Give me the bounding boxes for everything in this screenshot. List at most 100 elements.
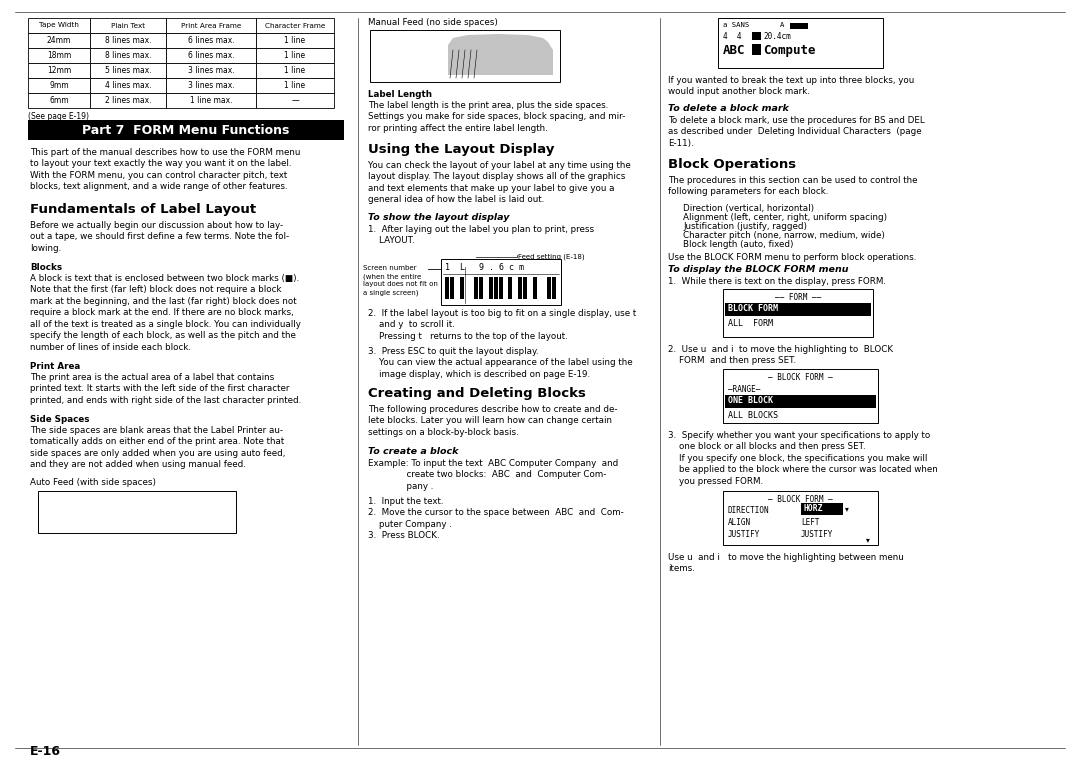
Bar	[723, 491, 878, 545]
Text: The following procedures describe how to create and de-
lete blocks. Later you w: The following procedures describe how to…	[368, 405, 618, 437]
Bar	[166, 48, 256, 63]
Text: 1 line: 1 line	[284, 66, 306, 75]
Text: 6mm: 6mm	[50, 96, 69, 105]
Bar	[494, 277, 498, 299]
Bar	[499, 277, 502, 299]
Text: To delete a block mark, use the procedures for BS and DEL
as described under  De: To delete a block mark, use the procedur…	[669, 116, 924, 148]
Bar	[90, 78, 166, 93]
Text: 9mm: 9mm	[50, 81, 69, 90]
Bar	[480, 277, 483, 299]
Text: 12mm: 12mm	[46, 66, 71, 75]
Text: JUSTIFY: JUSTIFY	[801, 530, 834, 539]
Text: Side Spaces: Side Spaces	[30, 415, 90, 424]
Bar	[256, 48, 334, 63]
Bar	[256, 18, 334, 33]
Text: 1 line: 1 line	[284, 81, 306, 90]
Text: You can check the layout of your label at any time using the
layout display. The: You can check the layout of your label a…	[368, 161, 631, 204]
Text: 4  4: 4 4	[723, 32, 742, 41]
Text: HORZ: HORZ	[804, 504, 823, 513]
Text: —: —	[292, 96, 299, 105]
Bar	[441, 259, 561, 305]
Text: Print Area Frame: Print Area Frame	[180, 23, 241, 28]
Text: 24mm: 24mm	[46, 36, 71, 45]
Text: Creating and Deleting Blocks: Creating and Deleting Blocks	[368, 387, 585, 400]
Text: Use u  and i   to move the highlighting between menu
items.: Use u and i to move the highlighting bet…	[669, 553, 904, 574]
Bar	[752, 32, 761, 40]
Text: ALIGN: ALIGN	[728, 518, 751, 527]
Text: The side spaces are blank areas that the Label Printer au-
tomatically adds on e: The side spaces are blank areas that the…	[30, 426, 285, 470]
Text: Screen number: Screen number	[363, 265, 417, 271]
Bar	[256, 63, 334, 78]
Text: Compute: Compute	[762, 44, 815, 57]
Text: This part of the manual describes how to use the FORM menu
to layout your text e: This part of the manual describes how to…	[30, 148, 300, 192]
Text: 1.  Input the text.
2.  Move the cursor to the space between  ABC  and  Com-
   : 1. Input the text. 2. Move the cursor to…	[368, 497, 624, 540]
Text: (See page E-19): (See page E-19)	[28, 112, 89, 121]
Text: Character pitch (none, narrow, medium, wide): Character pitch (none, narrow, medium, w…	[683, 231, 885, 240]
Bar	[256, 93, 334, 108]
Text: Justification (justify, ragged): Justification (justify, ragged)	[683, 222, 807, 231]
Text: Character Frame: Character Frame	[265, 23, 325, 28]
Text: 1.  While there is text on the display, press FORM.: 1. While there is text on the display, p…	[669, 277, 886, 286]
Text: — BLOCK FORM —: — BLOCK FORM —	[768, 373, 833, 382]
Bar	[90, 33, 166, 48]
Text: Fundamentals of Label Layout: Fundamentals of Label Layout	[30, 203, 256, 216]
Text: ALL  FORM: ALL FORM	[728, 319, 773, 328]
Text: Use the BLOCK FORM menu to perform block operations.: Use the BLOCK FORM menu to perform block…	[669, 253, 916, 262]
Text: Feed setting (E-18): Feed setting (E-18)	[518, 253, 584, 259]
Bar	[518, 277, 523, 299]
Bar	[450, 277, 454, 299]
Text: To display the BLOCK FORM menu: To display the BLOCK FORM menu	[669, 265, 849, 274]
Bar	[552, 277, 556, 299]
Bar	[548, 277, 552, 299]
Text: 8 lines max.: 8 lines max.	[105, 36, 151, 45]
Text: 8 lines max.: 8 lines max.	[105, 51, 151, 60]
Text: — BLOCK FORM —: — BLOCK FORM —	[768, 495, 833, 504]
Bar	[28, 93, 90, 108]
Bar	[166, 93, 256, 108]
Bar	[474, 277, 478, 299]
Text: To create a block: To create a block	[368, 447, 459, 456]
Text: Tape Width: Tape Width	[39, 23, 79, 28]
Text: —— FORM ——: —— FORM ——	[774, 293, 821, 302]
Text: 1 line: 1 line	[284, 51, 306, 60]
Text: Auto Feed (with side spaces): Auto Feed (with side spaces)	[30, 478, 156, 487]
Bar	[166, 33, 256, 48]
Text: If you wanted to break the text up into three blocks, you
would input another bl: If you wanted to break the text up into …	[669, 76, 915, 97]
Text: The label length is the print area, plus the side spaces.
Settings you make for : The label length is the print area, plus…	[368, 101, 625, 133]
Bar	[90, 48, 166, 63]
Text: Direction (vertical, horizontal): Direction (vertical, horizontal)	[683, 204, 814, 213]
Text: 9 . 6 c m: 9 . 6 c m	[480, 263, 524, 272]
Text: 18mm: 18mm	[46, 51, 71, 60]
Text: Block length (auto, fixed): Block length (auto, fixed)	[683, 240, 794, 249]
Text: Blocks: Blocks	[30, 263, 63, 272]
Text: Before we actually begin our discussion about how to lay-
out a tape, we should : Before we actually begin our discussion …	[30, 221, 289, 253]
Text: layout does not fit on: layout does not fit on	[363, 281, 437, 287]
Text: Alignment (left, center, right, uniform spacing): Alignment (left, center, right, uniform …	[683, 213, 887, 222]
Bar	[90, 18, 166, 33]
Bar	[801, 503, 843, 515]
Bar	[460, 277, 463, 299]
Polygon shape	[448, 34, 553, 75]
Text: Block Operations: Block Operations	[669, 158, 796, 171]
Text: 2.  If the label layout is too big to fit on a single display, use t
    and y  : 2. If the label layout is too big to fit…	[368, 309, 636, 341]
Bar	[90, 93, 166, 108]
Bar	[256, 33, 334, 48]
Bar	[90, 63, 166, 78]
Text: —RANGE—: —RANGE—	[728, 385, 760, 394]
Text: 3.  Press ESC to quit the layout display.
    You can view the actual appearance: 3. Press ESC to quit the layout display.…	[368, 347, 633, 379]
Text: 1 line: 1 line	[284, 36, 306, 45]
Text: LEFT: LEFT	[801, 518, 820, 527]
Text: DIRECTION: DIRECTION	[728, 506, 770, 515]
Text: E-16: E-16	[30, 745, 60, 758]
Text: 3 lines max.: 3 lines max.	[188, 81, 234, 90]
Text: ABC: ABC	[723, 44, 745, 57]
Bar	[166, 63, 256, 78]
Bar	[28, 63, 90, 78]
Bar	[445, 277, 449, 299]
Bar	[370, 30, 561, 82]
Text: 4 lines max.: 4 lines max.	[105, 81, 151, 90]
Text: Part 7  FORM Menu Functions: Part 7 FORM Menu Functions	[82, 123, 289, 137]
Bar	[718, 18, 883, 68]
Text: 2.  Use u  and i  to move the highlighting to  BLOCK
    FORM  and then press SE: 2. Use u and i to move the highlighting …	[669, 345, 893, 366]
Text: 6 lines max.: 6 lines max.	[188, 51, 234, 60]
